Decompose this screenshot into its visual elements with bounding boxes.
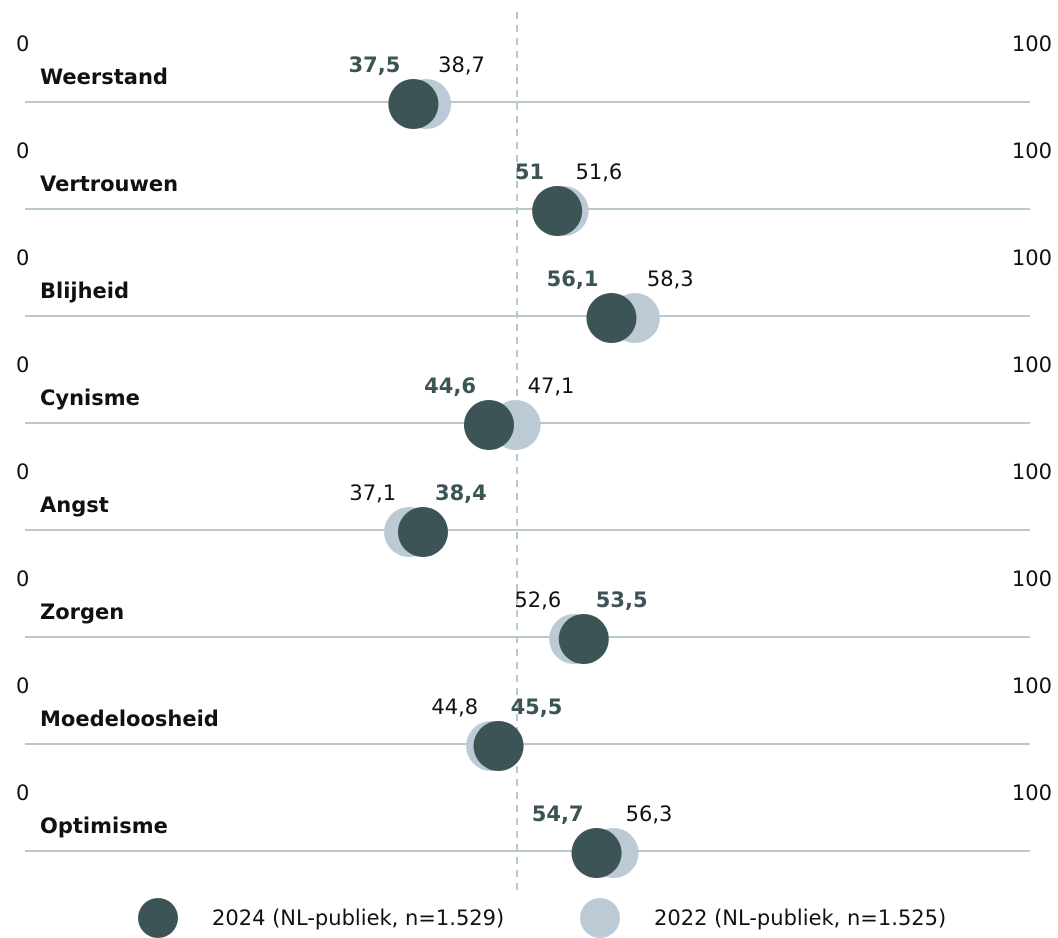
value-label: 38,7 (438, 53, 485, 77)
value-label: 37,1 (349, 481, 396, 505)
value-label: 44,8 (431, 695, 478, 719)
category-label: Vertrouwen (40, 172, 178, 196)
x-tick-label: 0 (16, 674, 29, 698)
value-label: 54,7 (532, 802, 584, 826)
dot (463, 400, 514, 450)
category-label: Moedeloosheid (40, 707, 219, 731)
x-tick-label: 0 (16, 246, 29, 270)
x-tick-label: 0 (16, 460, 29, 484)
value-label: 44,6 (424, 374, 476, 398)
value-label: 56,1 (547, 267, 599, 291)
legend-label: 2024 (NL-publiek, n=1.529) (212, 906, 504, 930)
x-tick-label: 100 (1012, 781, 1052, 805)
x-tick-label: 100 (1012, 674, 1052, 698)
value-label: 37,5 (349, 53, 401, 77)
legend-swatch (138, 898, 178, 938)
dot (473, 721, 524, 771)
x-tick-label: 0 (16, 781, 29, 805)
value-label: 51,6 (576, 160, 623, 184)
x-tick-label: 0 (16, 32, 29, 56)
value-label: 53,5 (596, 588, 648, 612)
dot (397, 507, 448, 557)
x-tick-label: 0 (16, 353, 29, 377)
x-tick-label: 100 (1012, 567, 1052, 591)
value-label: 47,1 (528, 374, 575, 398)
legend-label: 2022 (NL-publiek, n=1.525) (654, 906, 946, 930)
category-label: Cynisme (40, 386, 140, 410)
value-label: 51 (515, 160, 544, 184)
value-label: 45,5 (511, 695, 563, 719)
x-tick-label: 0 (16, 567, 29, 591)
x-tick-label: 100 (1012, 353, 1052, 377)
value-label: 58,3 (647, 267, 694, 291)
value-label: 56,3 (626, 802, 673, 826)
x-tick-label: 100 (1012, 139, 1052, 163)
dot (532, 186, 583, 236)
category-label: Weerstand (40, 65, 168, 89)
x-tick-label: 100 (1012, 460, 1052, 484)
category-label: Angst (40, 493, 109, 517)
value-label: 52,6 (514, 588, 561, 612)
dot (586, 293, 637, 343)
dot (558, 614, 609, 664)
x-tick-label: 0 (16, 139, 29, 163)
dot (571, 828, 622, 878)
x-tick-label: 100 (1012, 246, 1052, 270)
category-label: Blijheid (40, 279, 129, 303)
category-label: Zorgen (40, 600, 124, 624)
category-label: Optimisme (40, 814, 168, 838)
legend-swatch (580, 898, 620, 938)
value-label: 38,4 (435, 481, 487, 505)
dot (388, 79, 439, 129)
x-tick-label: 100 (1012, 32, 1052, 56)
